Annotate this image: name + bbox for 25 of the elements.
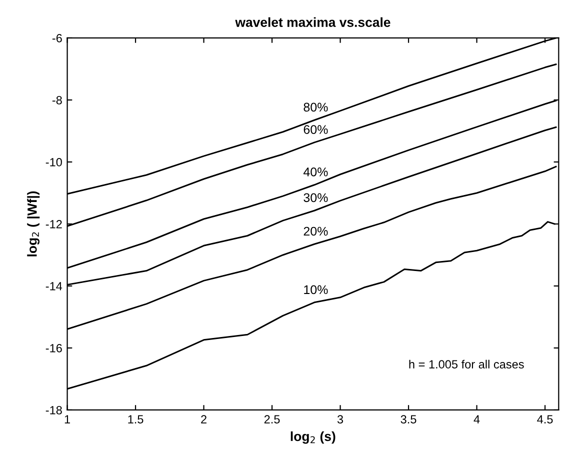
x-tick-label: 4 <box>474 415 480 424</box>
x-tick-label: 2 <box>201 415 206 424</box>
annotation: h = 1.005 for all cases <box>409 360 524 368</box>
y-tick-label: -16 <box>46 344 62 352</box>
x-axis-title: log$_{2}$ (s) <box>290 431 336 444</box>
y-tick-label: -14 <box>46 282 62 290</box>
y-tick-label: -10 <box>46 158 62 166</box>
y-tick-label: -6 <box>52 34 62 42</box>
x-tick-label: 1 <box>64 415 70 424</box>
series-label: 40% <box>303 167 328 176</box>
x-tick-label: 4.5 <box>537 415 553 424</box>
chart-title: wavelet maxima vs.scale <box>235 17 390 27</box>
series-label: 10% <box>304 285 328 294</box>
x-tick-label: 3 <box>337 415 344 424</box>
series-label: 30% <box>304 193 328 202</box>
y-tick-label: -12 <box>46 220 62 228</box>
x-tick-label: 2.5 <box>264 415 280 424</box>
y-axis-title: log$_{2}$ ( |Wf|) <box>27 191 40 256</box>
series-label: 20% <box>304 226 328 236</box>
y-tick-label: -18 <box>46 406 62 414</box>
x-tick-label: 3.5 <box>400 415 416 424</box>
y-tick-label: -8 <box>52 96 62 104</box>
series-label: 80% <box>304 102 328 112</box>
series-label: 60% <box>304 125 328 134</box>
x-tick-label: 1.5 <box>128 415 144 424</box>
